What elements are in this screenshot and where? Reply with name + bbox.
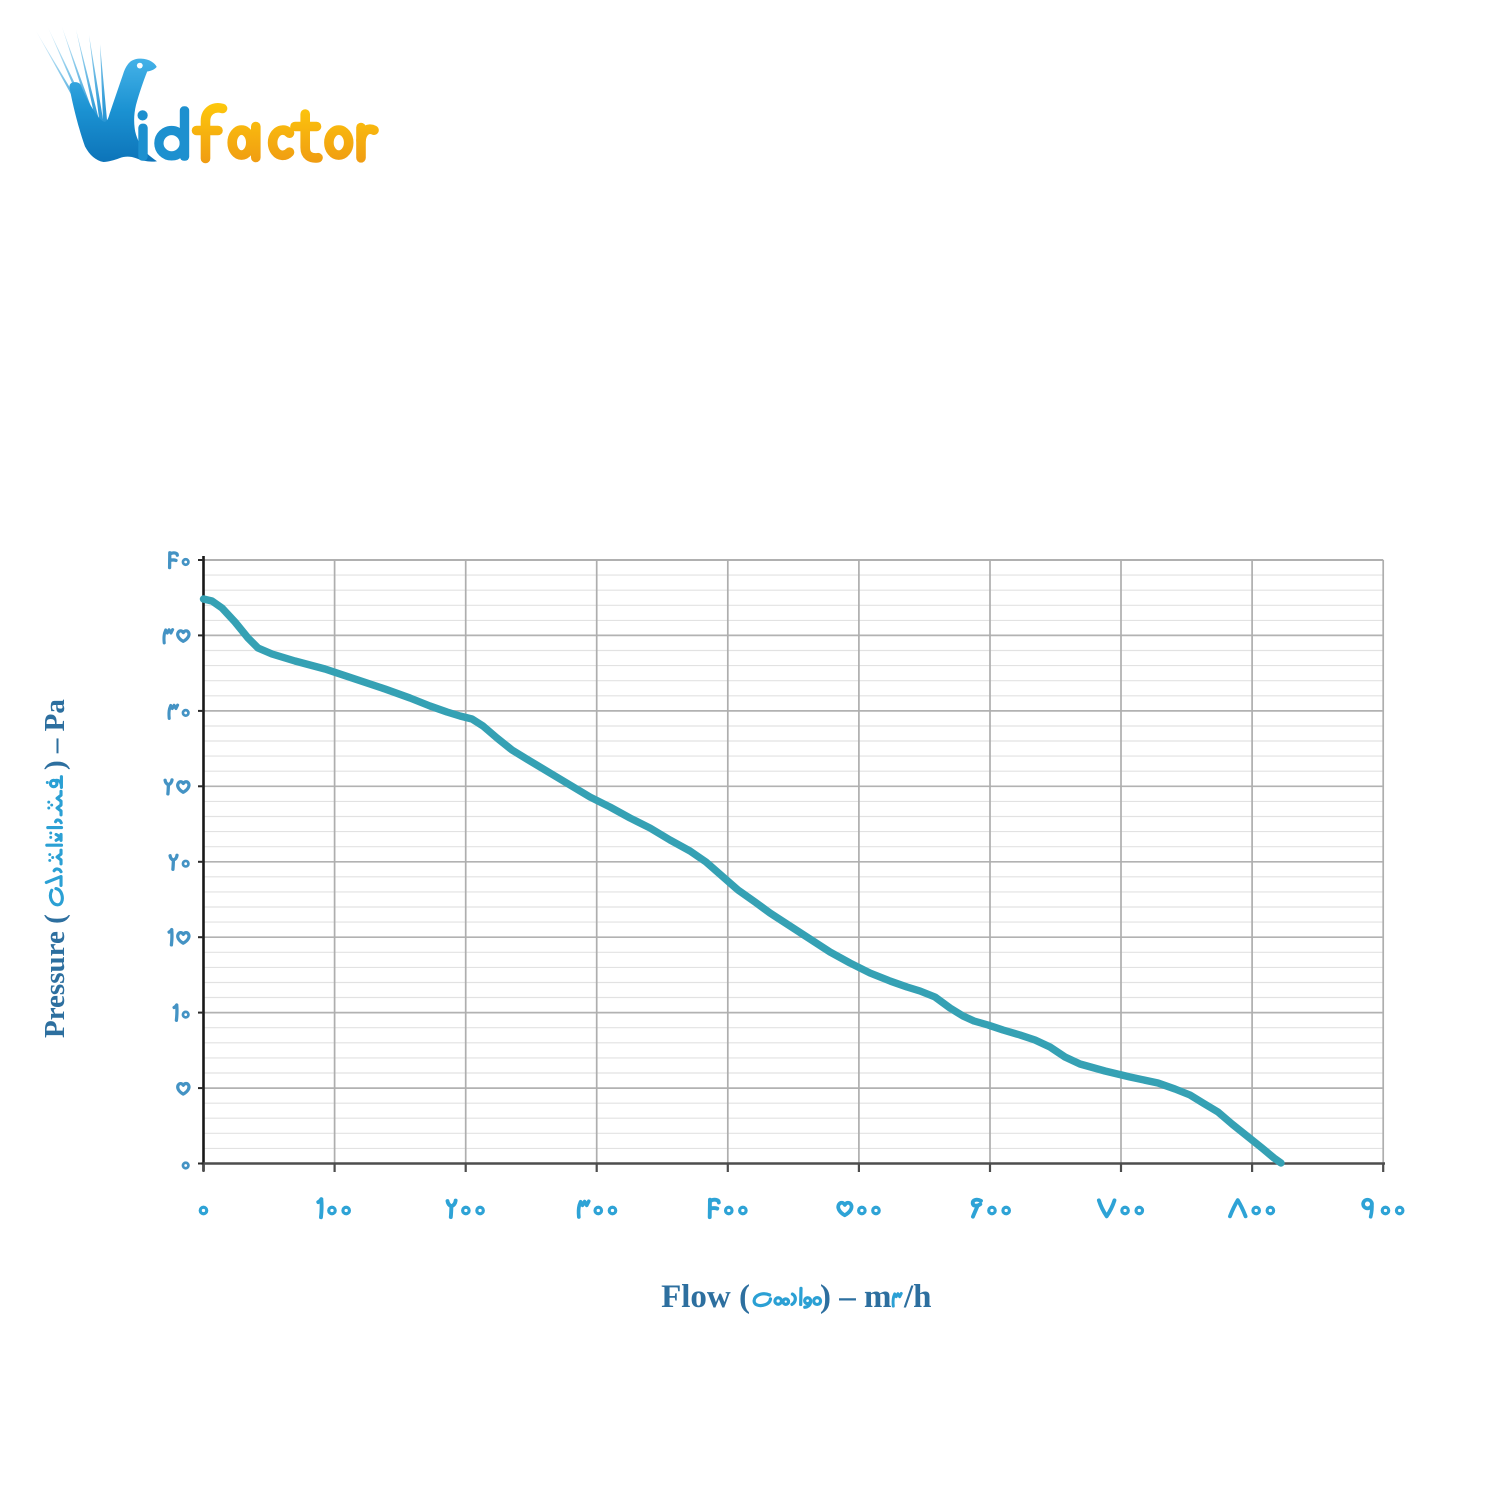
svg-text:) – Pa: ) – Pa (39, 699, 71, 770)
svg-text:Pressure (: Pressure ( (39, 914, 71, 1038)
svg-text:Flow (: Flow ( (661, 1279, 750, 1315)
svg-text:/h: /h (903, 1279, 932, 1315)
svg-text:) – m: ) – m (820, 1279, 891, 1315)
